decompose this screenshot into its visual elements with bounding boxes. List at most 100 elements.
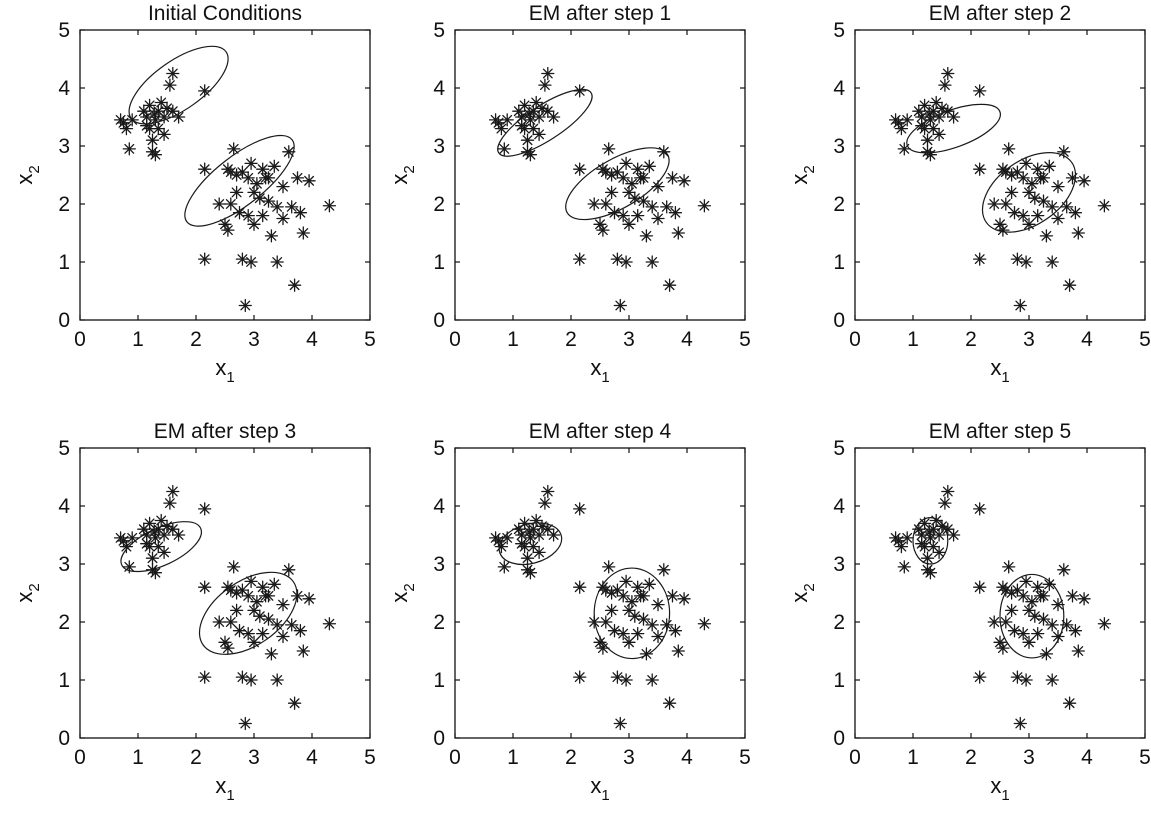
data-point (256, 580, 270, 594)
data-point (1045, 255, 1059, 269)
data-point (602, 142, 616, 156)
data-point (198, 580, 212, 594)
data-point (631, 162, 645, 176)
data-point (256, 162, 270, 176)
data-point (250, 177, 264, 191)
data-point (897, 560, 911, 574)
gaussian-contour-2 (184, 134, 295, 227)
data-point (642, 159, 656, 173)
data-point (596, 223, 610, 237)
data-point (599, 197, 613, 211)
data-point (1031, 626, 1045, 641)
data-point (573, 580, 587, 594)
gaussian-contour-2 (999, 573, 1065, 659)
data-point (515, 119, 529, 133)
data-point (497, 142, 511, 156)
data-point (922, 107, 936, 121)
data-point (302, 174, 316, 188)
data-point (145, 551, 160, 565)
data-point (1065, 171, 1080, 185)
x-tick-label: 0 (449, 746, 461, 769)
data-point (250, 595, 264, 609)
data-point (923, 148, 938, 162)
x-axis-label: x1 (590, 773, 609, 804)
data-point (546, 110, 561, 124)
data-points (488, 484, 712, 731)
y-tick-label: 0 (433, 309, 445, 332)
x-tick-label: 3 (623, 746, 635, 769)
data-point (665, 171, 680, 185)
data-points (488, 66, 712, 313)
y-tick-label: 5 (833, 19, 845, 42)
data-point (894, 539, 909, 554)
data-point (267, 577, 281, 591)
data-point (932, 528, 946, 542)
data-point (1071, 644, 1085, 658)
data-point (587, 615, 601, 629)
data-point (938, 78, 952, 92)
y-tick-label: 0 (58, 727, 70, 750)
x-tick-label: 5 (364, 746, 376, 769)
data-point (1016, 589, 1030, 603)
data-point (915, 537, 929, 551)
data-point (625, 595, 639, 609)
data-point (270, 618, 284, 632)
data-point (541, 484, 555, 499)
data-point (671, 226, 685, 240)
data-point (1004, 185, 1019, 200)
x-tick-label: 1 (907, 746, 919, 769)
data-point (657, 563, 671, 577)
data-point (616, 589, 630, 603)
x-tick-label: 2 (565, 328, 577, 351)
x-tick-label: 5 (739, 746, 751, 769)
data-point (900, 113, 914, 127)
data-point (900, 531, 914, 545)
data-point (224, 615, 238, 629)
gaussian-contour-1 (906, 103, 1001, 154)
data-point (973, 502, 987, 516)
data-point (198, 670, 212, 684)
data-point (232, 624, 247, 638)
data-point (573, 84, 587, 98)
x-tick-label: 1 (132, 328, 144, 351)
data-point (665, 589, 680, 603)
data-point (147, 525, 161, 539)
data-point (607, 206, 622, 220)
data-point (628, 609, 642, 623)
x-tick-label: 4 (306, 328, 318, 351)
data-point (157, 127, 171, 142)
data-point (1039, 647, 1054, 661)
data-point (148, 566, 163, 580)
data-point (573, 502, 587, 516)
data-point (157, 545, 171, 560)
y-tick-label: 3 (433, 553, 445, 576)
data-point (1042, 577, 1056, 591)
gaussian-contour-2 (981, 152, 1077, 233)
x-tick-label: 3 (1023, 328, 1035, 351)
data-point (119, 121, 134, 136)
data-point (145, 133, 160, 147)
data-point (631, 580, 645, 594)
data-point (147, 107, 161, 121)
data-point (1062, 278, 1077, 292)
data-point (636, 589, 651, 603)
data-point (276, 179, 290, 194)
data-point (532, 528, 546, 542)
data-point (532, 545, 546, 560)
data-point (517, 516, 532, 531)
data-point (932, 127, 946, 142)
x-tick-label: 1 (132, 746, 144, 769)
data-point (532, 127, 546, 142)
y-tick-label: 5 (58, 19, 70, 42)
data-point (282, 563, 296, 577)
data-point (697, 617, 712, 631)
data-point (973, 580, 987, 594)
data-point (935, 101, 949, 115)
data-point (999, 197, 1013, 211)
data-point (1013, 298, 1027, 313)
data-point (198, 162, 212, 176)
data-point (221, 162, 235, 176)
x-tick-label: 1 (907, 328, 919, 351)
